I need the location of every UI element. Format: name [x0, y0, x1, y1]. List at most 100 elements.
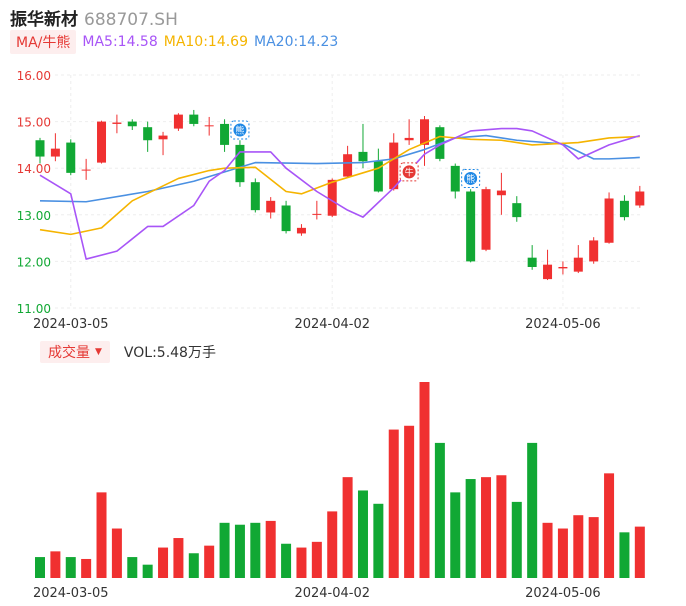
- volume-toggle-label: 成交量: [48, 345, 90, 361]
- volume-bar: [142, 564, 153, 578]
- volume-bar: [219, 522, 230, 578]
- candle: [466, 189, 476, 263]
- candle: [235, 140, 245, 187]
- volume-bar: [188, 553, 199, 578]
- candle-body: [143, 127, 153, 141]
- candle: [496, 172, 506, 215]
- volume-bar: [557, 528, 568, 578]
- volume-bar: [357, 490, 368, 578]
- ma20-label: MA20:14.23: [254, 34, 339, 50]
- candle: [481, 186, 491, 252]
- candle: [450, 163, 460, 199]
- candle-body: [635, 191, 645, 206]
- candle: [112, 114, 122, 134]
- volume-indicator-dropdown[interactable]: 成交量 ▼: [40, 341, 110, 363]
- volume-bar: [527, 442, 538, 578]
- candle: [512, 196, 522, 222]
- candle: [173, 113, 183, 131]
- candle-body: [204, 125, 214, 127]
- volume-bar: [65, 557, 76, 578]
- marker-dot: [464, 171, 478, 185]
- y-tick-label: 15.00: [17, 116, 51, 130]
- candle-body: [481, 189, 491, 250]
- volume-bar: [419, 382, 430, 578]
- candle: [635, 185, 645, 208]
- volume-bar: [588, 517, 599, 578]
- candle-body: [512, 203, 522, 218]
- stock-header: 振华新材 688707.SH: [10, 5, 178, 30]
- caret-down-icon: ▼: [95, 347, 102, 357]
- candle: [97, 120, 107, 164]
- marker-dot: [233, 123, 247, 137]
- y-tick-label: 14.00: [17, 162, 51, 176]
- candle-body: [604, 198, 614, 243]
- volume-bar: [127, 557, 138, 578]
- moving-average-lines: [39, 127, 641, 260]
- candle-body: [619, 200, 629, 218]
- candle: [373, 148, 383, 193]
- candle-body: [373, 161, 383, 192]
- x-tick-label: 2024-04-02: [294, 586, 370, 601]
- ma-mode-toggle[interactable]: MA/牛熊: [10, 30, 77, 54]
- volume-bar: [634, 526, 645, 578]
- volume-value: VOL:5.48万手: [123, 345, 216, 361]
- volume-bar: [96, 492, 107, 578]
- x-tick-label: 2024-03-05: [33, 317, 109, 332]
- x-tick-label: 2024-05-06: [525, 586, 601, 601]
- candle-body: [281, 205, 291, 232]
- ma10-label: MA10:14.69: [163, 34, 249, 50]
- volume-date-axis: 2024-03-05 2024-04-02 2024-05-06: [33, 586, 601, 601]
- candle-body: [404, 137, 414, 141]
- candle-body: [296, 227, 306, 234]
- candle: [66, 139, 76, 176]
- candle: [220, 119, 230, 152]
- volume-bar: [511, 501, 522, 578]
- candle-body: [235, 144, 245, 183]
- volume-bar: [573, 515, 584, 578]
- candle-body: [173, 114, 183, 129]
- volume-bar: [250, 522, 261, 578]
- candle-body: [558, 266, 568, 269]
- volume-bar: [542, 522, 553, 578]
- candle-body: [66, 142, 76, 173]
- candle-body: [158, 135, 168, 140]
- stock-name: 振华新材: [10, 10, 78, 30]
- x-tick-label: 2024-04-02: [294, 317, 370, 332]
- candle: [343, 145, 353, 178]
- candle: [143, 121, 153, 152]
- ma10-line: [39, 135, 640, 236]
- ma5-label: MA5:14.58: [82, 34, 158, 50]
- x-tick-label: 2024-05-06: [525, 317, 601, 332]
- candle-body: [496, 190, 506, 196]
- candle: [35, 137, 45, 164]
- candle-body: [250, 182, 260, 211]
- candle: [50, 133, 60, 162]
- candle: [281, 200, 291, 234]
- candle-body: [266, 200, 276, 213]
- candle-body: [127, 121, 137, 127]
- y-tick-label: 16.00: [17, 69, 51, 83]
- candle: [619, 195, 629, 221]
- y-tick-label: 13.00: [17, 209, 51, 223]
- signal-marker: 牛: [399, 162, 419, 182]
- volume-bar: [173, 538, 184, 578]
- candle: [296, 224, 306, 236]
- volume-bar: [158, 547, 169, 578]
- marker-dot: [402, 165, 416, 179]
- candle: [327, 178, 337, 218]
- volume-bar: [81, 558, 92, 578]
- candle: [358, 123, 368, 169]
- price-grid: [55, 74, 640, 309]
- candle-body: [358, 151, 368, 162]
- volume-bar: [204, 545, 215, 578]
- volume-bar: [265, 520, 276, 578]
- signal-marker: 熊: [230, 120, 250, 140]
- candle: [266, 197, 276, 219]
- candle-body: [35, 140, 45, 157]
- volume-bar: [111, 528, 122, 578]
- signal-marker: 熊: [461, 168, 481, 188]
- volume-bar: [50, 551, 61, 578]
- candle-body: [81, 169, 91, 171]
- candle-body: [543, 264, 553, 280]
